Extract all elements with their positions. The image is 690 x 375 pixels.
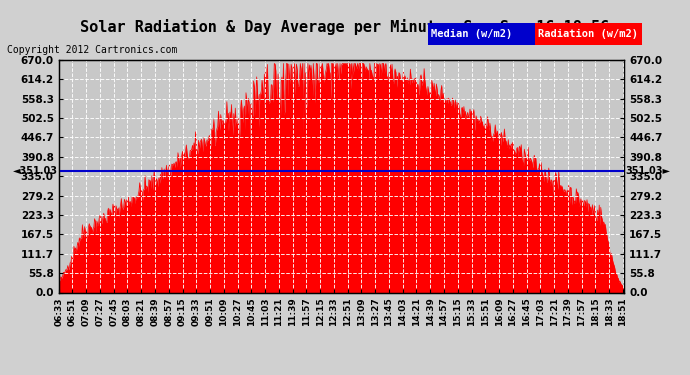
Text: 351.03►: 351.03► [625,166,670,176]
Text: ◄351.03: ◄351.03 [13,166,58,176]
Text: Solar Radiation & Day Average per Minute  Sun Sep 16 18:56: Solar Radiation & Day Average per Minute… [80,19,610,35]
Text: Median (w/m2): Median (w/m2) [431,29,513,39]
Text: Copyright 2012 Cartronics.com: Copyright 2012 Cartronics.com [7,45,177,55]
Text: Radiation (w/m2): Radiation (w/m2) [538,29,638,39]
